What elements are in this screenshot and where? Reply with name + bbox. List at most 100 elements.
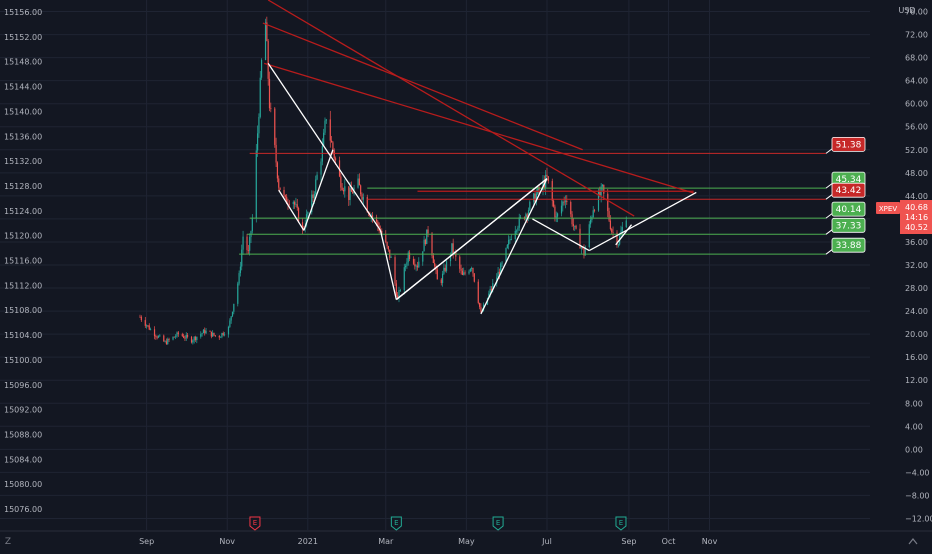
candle-body — [296, 204, 298, 208]
candle — [385, 230, 387, 244]
level-badge-40.14[interactable]: 40.14 — [825, 201, 866, 219]
level-badge-51.38[interactable]: 51.38 — [825, 136, 866, 154]
candle-body — [239, 266, 242, 274]
level-badge-43.42[interactable]: 43.42 — [825, 182, 866, 200]
candle — [505, 247, 507, 264]
horizontal-levels[interactable] — [239, 152, 826, 255]
chevron-up-icon[interactable] — [908, 538, 918, 545]
candle-body — [387, 246, 390, 250]
candle — [148, 323, 150, 331]
candle — [612, 226, 614, 239]
candle-body — [570, 201, 572, 215]
time-axis[interactable]: Sep Nov 2021 Mar May Jul Sep Oct Nov — [0, 530, 932, 546]
candle-body — [259, 77, 261, 117]
candle — [185, 332, 187, 341]
candle-body — [200, 334, 202, 337]
earnings-marker-shape — [615, 516, 627, 531]
candle-body — [323, 132, 325, 147]
candle — [432, 253, 434, 264]
candle-body — [588, 224, 590, 248]
candle — [501, 260, 503, 268]
candle-body — [426, 229, 428, 245]
candle — [416, 261, 419, 271]
candle — [218, 334, 220, 340]
candle — [295, 197, 297, 208]
candle-body — [140, 316, 142, 321]
candle — [186, 333, 189, 339]
candle-body — [233, 303, 235, 312]
candle — [246, 233, 248, 254]
candle-body — [238, 273, 240, 284]
earnings-marker[interactable]: E — [615, 516, 627, 531]
candle-body — [274, 108, 276, 145]
magnet-icon[interactable]: Z — [5, 537, 11, 547]
right-axis[interactable]: 76.00 72.00 68.00 64.00 60.00 56.00 52.00 48.00… — [905, 8, 932, 524]
candle-body — [311, 194, 313, 213]
right-axis-tick: 56.00 — [905, 123, 928, 132]
candle-body — [404, 265, 407, 268]
earnings-marker[interactable]: E — [249, 516, 261, 531]
left-axis-tick: 15156.00 — [4, 8, 42, 17]
trend-line-red — [267, 0, 635, 217]
earnings-marker[interactable]: E — [390, 516, 402, 531]
candle — [237, 281, 239, 307]
trend-lines[interactable] — [262, 0, 697, 315]
candle-body — [330, 140, 333, 143]
candle — [292, 200, 294, 210]
candle — [556, 212, 559, 223]
right-axis-tick: 60.00 — [905, 100, 928, 109]
candle — [517, 225, 519, 234]
candle-body — [371, 215, 374, 218]
candle — [560, 200, 563, 217]
left-axis-tick: 15124.00 — [4, 207, 42, 216]
left-axis-tick: 15096.00 — [4, 381, 42, 390]
candle — [159, 334, 161, 337]
candle-body — [258, 116, 260, 134]
candle-body — [436, 269, 438, 280]
candle-body — [247, 249, 249, 251]
left-axis-tick: 15120.00 — [4, 232, 42, 241]
candle — [157, 335, 160, 339]
candle — [434, 259, 436, 270]
level-badge-33.88[interactable]: 33.88 — [825, 237, 866, 255]
trend-line-white — [615, 224, 633, 246]
candle — [471, 266, 473, 272]
candle-body — [490, 289, 493, 290]
candle-body — [566, 200, 568, 202]
candle-body — [260, 60, 263, 78]
candle-body — [229, 320, 231, 327]
candle-body — [445, 261, 448, 271]
candle-body — [510, 239, 512, 240]
candle-body — [375, 217, 378, 222]
candle-body — [303, 228, 305, 229]
level-badge-37.33[interactable]: 37.33 — [825, 217, 866, 235]
left-axis-tick: 15152.00 — [4, 33, 42, 42]
candle-body — [284, 195, 286, 197]
candle-body — [399, 290, 401, 291]
left-axis: 15156.00 15152.00 15148.00 15144.00 15140.00… — [4, 8, 42, 514]
earnings-marker-shape — [492, 516, 504, 531]
candle-body — [241, 249, 243, 267]
candle-body — [418, 261, 420, 268]
earnings-marker[interactable]: E — [492, 516, 504, 531]
candle — [283, 186, 285, 200]
candle-body — [584, 247, 586, 256]
candle-body — [509, 239, 511, 241]
candle — [332, 140, 334, 155]
symbol-price-tag[interactable]: XPEV 40.68 14:16 40.52 — [876, 200, 932, 234]
countdown-label: 14:16 — [905, 213, 928, 222]
candle-body — [242, 236, 244, 250]
candle-body — [560, 205, 563, 214]
candle — [167, 337, 169, 345]
candle — [508, 235, 510, 250]
time-axis-tick: Jul — [541, 537, 552, 546]
candle-body — [603, 184, 605, 194]
right-axis-tick: 76.00 — [905, 8, 928, 17]
earnings-marker-shape — [390, 516, 402, 531]
candle — [570, 200, 572, 218]
earnings-marker-label: E — [619, 519, 623, 527]
